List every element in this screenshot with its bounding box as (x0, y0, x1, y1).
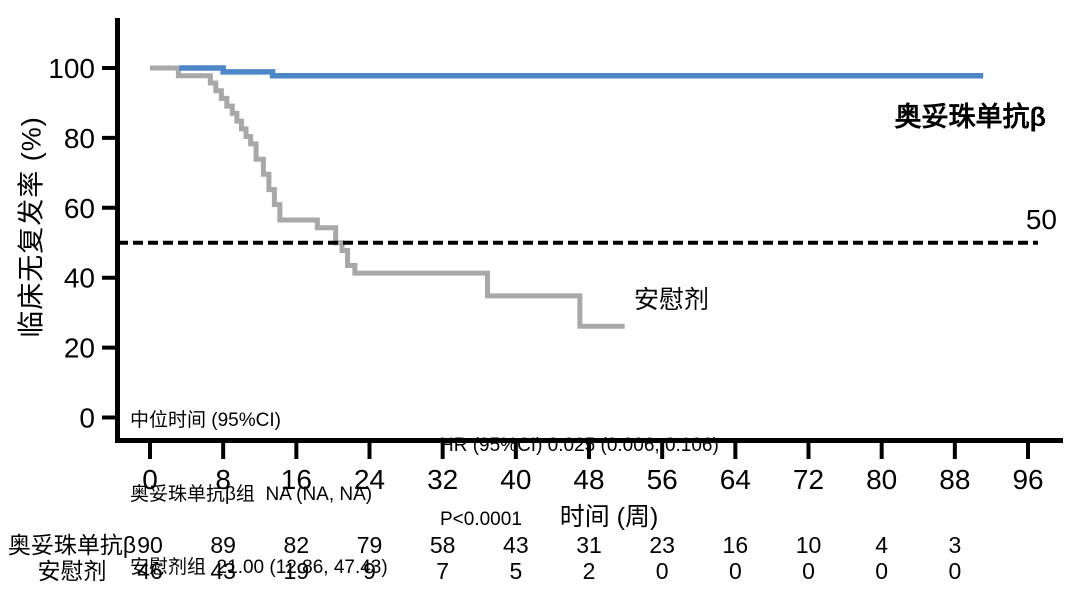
risk-count: 0 (875, 558, 888, 584)
risk-count: 2 (583, 558, 596, 584)
median-time-annotation: 中位时间 (95%CI) 奥妥珠单抗β组 NA (NA, NA) 安慰剂组 21… (130, 360, 388, 600)
x-tick-label: 48 (573, 464, 604, 495)
risk-count: 23 (649, 532, 675, 558)
x-tick-label: 40 (500, 464, 531, 495)
risk-count: 31 (576, 532, 602, 558)
risk-count: 58 (430, 532, 456, 558)
median-title: 中位时间 (95%CI) (130, 410, 281, 431)
curve-label-treatment: 奥妥珠单抗β (894, 102, 1046, 132)
median-treatment-line: 奥妥珠单抗β组 NA (NA, NA) (130, 483, 373, 505)
risk-count: 0 (656, 558, 669, 584)
risk-count: 7 (436, 558, 449, 584)
y-axis-title: 临床无复发率 (%) (16, 116, 47, 338)
risk-count: 5 (509, 558, 522, 584)
y-tick-label: 0 (79, 403, 95, 434)
risk-count: 43 (503, 532, 529, 558)
x-tick-label: 8 (215, 464, 231, 495)
x-tick-label: 80 (866, 464, 897, 495)
curve-label-placebo: 安慰剂 (634, 286, 710, 314)
y-tick-label: 20 (64, 333, 95, 364)
x-tick-label: 24 (354, 464, 385, 495)
x-tick-label: 96 (1012, 464, 1043, 495)
hr-line: HR (95%CI) 0.025 (0.006, 0.106) (440, 435, 719, 456)
risk-count: 19 (284, 558, 310, 584)
x-tick-label: 32 (427, 464, 458, 495)
p-value-line: P<0.0001 (440, 508, 522, 530)
risk-count: 0 (729, 558, 742, 584)
y-tick-label: 80 (64, 123, 95, 154)
risk-count: 4 (875, 532, 888, 558)
risk-count: 46 (137, 558, 163, 584)
series-line-treatment (179, 65, 984, 79)
series-line-placebo (150, 65, 625, 329)
y-tick-label: 40 (64, 263, 95, 294)
risk-count: 9 (363, 558, 376, 584)
x-tick-label: 88 (939, 464, 970, 495)
risk-count: 0 (948, 558, 961, 584)
risk-count: 10 (796, 532, 822, 558)
risk-count: 79 (357, 532, 383, 558)
risk-count: 0 (802, 558, 815, 584)
risk-count: 16 (723, 532, 749, 558)
risk-count: 43 (210, 558, 236, 584)
risk-count: 3 (948, 532, 961, 558)
x-tick-label: 72 (793, 464, 824, 495)
x-tick-label: 0 (142, 464, 158, 495)
x-axis-title: 时间 (周) (559, 503, 659, 531)
x-tick-label: 16 (281, 464, 312, 495)
median-placebo-line: 安慰剂组 21.00 (12.86, 47.43) (130, 557, 388, 578)
risk-count: 89 (210, 532, 236, 558)
risk-count: 90 (137, 532, 163, 558)
risk-row-label: 奥妥珠单抗β (8, 532, 136, 558)
y-tick-label: 100 (48, 53, 95, 84)
risk-row-label: 安慰剂 (38, 558, 107, 584)
x-tick-label: 56 (647, 464, 678, 495)
y-tick-label: 60 (64, 193, 95, 224)
reference-line-label: 50 (1025, 204, 1057, 235)
x-tick-label: 64 (720, 464, 751, 495)
hr-annotation: HR (95%CI) 0.025 (0.006, 0.106) P<0.0001 (440, 385, 719, 581)
risk-count: 82 (284, 532, 310, 558)
